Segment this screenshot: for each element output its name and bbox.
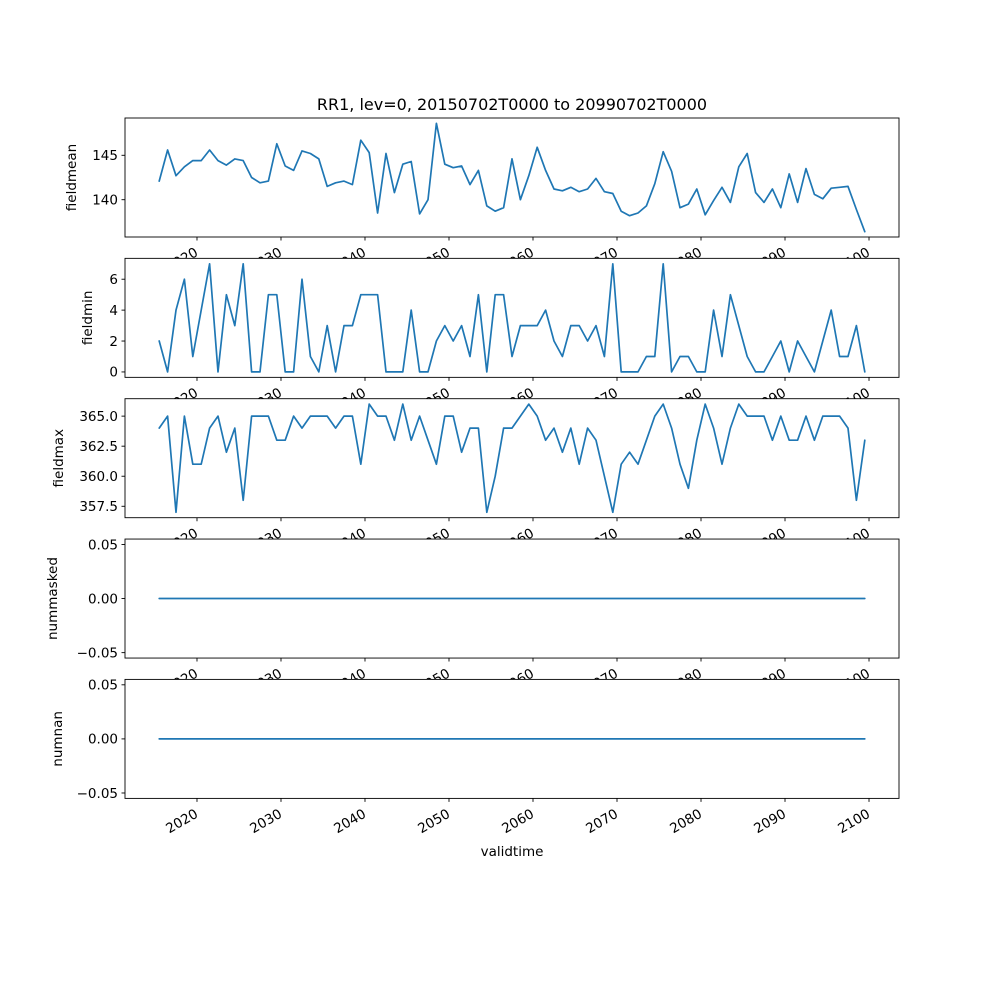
x-tick-label: 2040: [331, 806, 369, 837]
y-tick-label: −0.05: [77, 645, 118, 661]
subplot-nummasked: 202020302040205020602070208020902100−0.0…: [45, 537, 900, 697]
x-tick-label: 2060: [499, 806, 537, 837]
plot-area: [124, 398, 900, 519]
y-axis-label-numnan: numnan: [50, 711, 66, 767]
x-tick-label: 2050: [415, 806, 453, 837]
y-tick-label: 362.5: [79, 439, 118, 455]
y-axis-label-nummasked: nummasked: [45, 557, 61, 640]
y-tick-label: 6: [109, 272, 118, 288]
y-tick-label: 0.05: [88, 537, 118, 553]
series-line-fieldmean: [158, 122, 866, 233]
subplot-fieldmean: 2020203020402050206020702080209021001401…: [64, 117, 900, 276]
y-axis-label-fieldmean: fieldmean: [64, 144, 80, 211]
y-tick-label: 4: [109, 303, 118, 319]
x-tick-label: 2020: [163, 806, 201, 837]
y-tick-label: 365.0: [79, 409, 118, 425]
y-tick-label: 0.00: [88, 591, 118, 607]
series-line-fieldmax: [158, 403, 866, 514]
y-tick-label: 0.05: [88, 678, 118, 694]
y-axis-label-fieldmax: fieldmax: [51, 429, 67, 488]
y-tick-label: 0.00: [88, 732, 118, 748]
x-tick-label: 2100: [835, 806, 873, 837]
y-axis-label-fieldmin: fieldmin: [80, 291, 96, 346]
x-tick-label: 2080: [667, 806, 705, 837]
x-tick-label: 2090: [751, 806, 789, 837]
x-tick-label: 2030: [247, 806, 285, 837]
y-tick-label: 2: [109, 334, 118, 350]
x-tick-label: 2070: [583, 806, 621, 837]
x-axis-label: validtime: [480, 844, 544, 860]
y-tick-label: 140: [92, 193, 118, 209]
subplot-fieldmin: 2020203020402050206020702080209021000246…: [80, 257, 900, 416]
subplot-numnan: 2020 2030 2040 2050 2060 2070 2080 2090 2100 −0.0…: [50, 678, 900, 837]
y-tick-label: 357.5: [79, 499, 118, 515]
y-tick-label: −0.05: [77, 786, 118, 802]
plot-area: [124, 117, 900, 238]
series-line-fieldmin: [158, 262, 866, 373]
y-tick-label: 145: [92, 148, 118, 164]
subplot-fieldmax: 202020302040205020602070208020902100357.…: [51, 398, 900, 556]
y-tick-label: 0: [109, 365, 118, 381]
plot-area: [124, 257, 900, 378]
figure-title: RR1, lev=0, 20150702T0000 to 20990702T00…: [316, 95, 708, 114]
y-tick-label: 360.0: [79, 469, 118, 485]
